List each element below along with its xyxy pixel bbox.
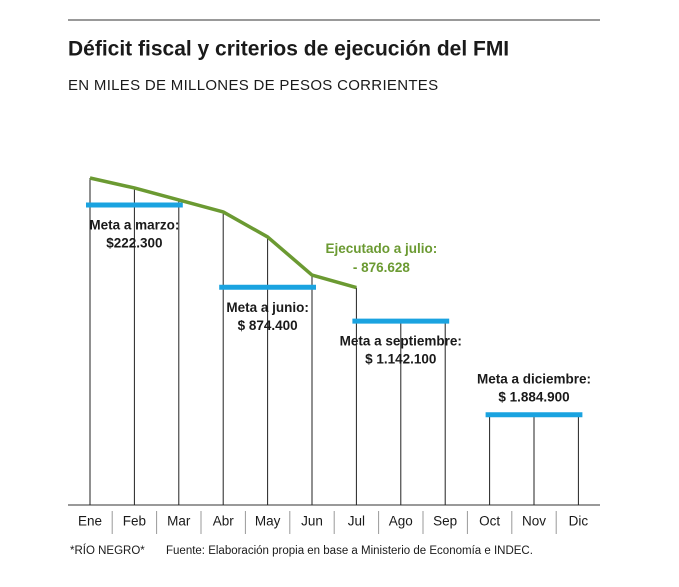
x-tick-label: Feb — [123, 514, 146, 529]
x-tick-label: Jul — [348, 514, 365, 529]
target-value: $ 874.400 — [238, 318, 298, 333]
target-label: Meta a marzo: — [89, 218, 179, 233]
chart-title: Déficit fiscal y criterios de ejecución … — [68, 38, 509, 61]
chart-subtitle: EN MILES DE MILLONES DE PESOS CORRIENTES — [68, 77, 438, 94]
x-tick-label: May — [255, 514, 281, 529]
x-tick-label: Sep — [433, 514, 457, 529]
executed-value: - 876.628 — [353, 260, 411, 275]
target-value: $ 1.142.100 — [365, 352, 436, 367]
source: Fuente: Elaboración propia en base a Min… — [166, 545, 533, 557]
x-tick-label: Jun — [301, 514, 323, 529]
x-tick-label: Mar — [167, 514, 191, 529]
target-label: Meta a septiembre: — [340, 334, 462, 349]
executed-label: Ejecutado a julio: — [326, 241, 438, 256]
target-value: $222.300 — [106, 236, 162, 251]
target-label: Meta a junio: — [226, 300, 309, 315]
target-label: Meta a diciembre: — [477, 371, 591, 386]
x-tick-label: Nov — [522, 514, 546, 529]
x-tick-label: Dic — [569, 514, 589, 529]
x-tick-label: Ago — [389, 514, 413, 529]
x-tick-label: Oct — [479, 514, 500, 529]
x-tick-label: Ene — [78, 514, 102, 529]
target-value: $ 1.884.900 — [498, 389, 569, 404]
x-tick-label: Abr — [213, 514, 235, 529]
credit: *RÍO NEGRO* — [70, 544, 145, 557]
executed-line — [89, 176, 357, 290]
